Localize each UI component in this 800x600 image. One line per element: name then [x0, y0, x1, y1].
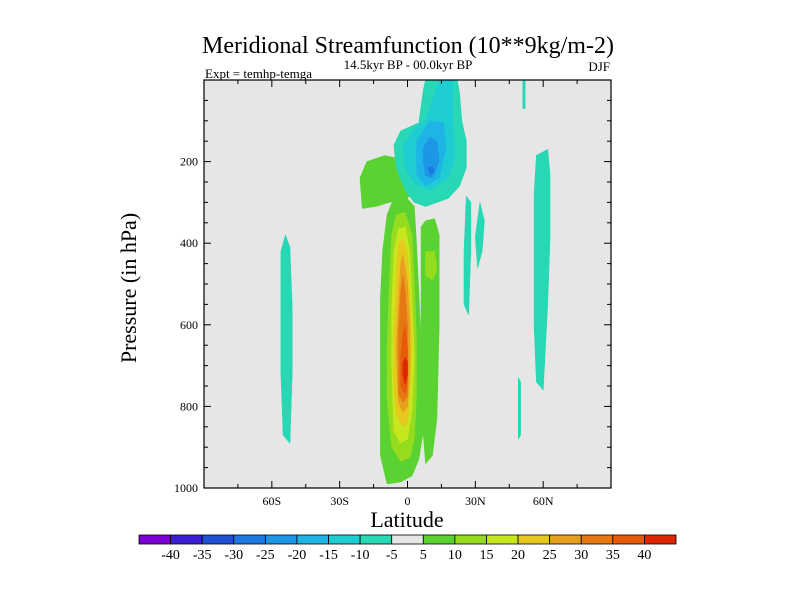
colorbar-label: 30	[574, 548, 588, 563]
colorbar-swatch	[328, 534, 361, 545]
colorbar-swatch	[391, 534, 424, 545]
colorbar-label: 40	[637, 548, 651, 563]
colorbar-label: -40	[161, 548, 180, 563]
colorbar-swatch	[296, 534, 329, 545]
colorbar-label: 20	[511, 548, 525, 563]
contour-region-14	[474, 202, 485, 269]
colorbar-label: -20	[288, 548, 307, 563]
y-tick-label: 600	[180, 318, 198, 332]
colorbar-swatch	[612, 534, 645, 545]
y-tick-label: 800	[180, 399, 198, 413]
contour-region-12	[280, 234, 293, 444]
contour-region-15	[533, 149, 551, 391]
season-label: DJF	[588, 59, 610, 74]
colorbar-label: 25	[543, 548, 557, 563]
contour-layer	[280, 79, 551, 485]
chart-title: Meridional Streamfunction (10**9kg/m-2)	[202, 33, 614, 59]
colorbar: -40 -35 -30 -25 -20 -15 -10 -5 5 10 15 20 25 30 35 40	[138, 534, 677, 563]
colorbar-label: 35	[606, 548, 620, 563]
contour-region-13	[463, 196, 472, 315]
colorbar-swatch	[454, 534, 487, 545]
colorbar-label: 5	[420, 548, 427, 563]
plot-area: 60S 30S 0 30N 60N 200 400 600 800 1000	[174, 79, 612, 508]
colorbar-label: -30	[224, 548, 243, 563]
experiment-label: Expt = temhp-temga	[205, 66, 312, 81]
colorbar-swatch	[138, 534, 171, 545]
colorbar-swatch	[422, 534, 456, 545]
colorbar-swatch	[644, 534, 677, 545]
y-tick-label: 400	[180, 236, 198, 250]
x-tick-label: 0	[405, 494, 411, 508]
colorbar-swatch	[359, 534, 393, 545]
tick-layer: 60S 30S 0 30N 60N 200 400 600 800 1000	[174, 79, 612, 508]
x-tick-label: 60N	[533, 494, 554, 508]
contour-region-16	[522, 79, 526, 109]
contour-region-10	[402, 357, 408, 385]
contour-region-2	[420, 218, 440, 464]
colorbar-label: 10	[448, 548, 462, 563]
x-tick-label: 30N	[465, 494, 486, 508]
colorbar-swatch	[517, 534, 551, 545]
y-axis-label: Pressure (in hPa)	[116, 213, 141, 363]
colorbar-label: 15	[479, 548, 493, 563]
y-tick-label: 200	[180, 155, 198, 169]
contour-region-4	[425, 251, 438, 281]
chart-subtitle: 14.5kyr BP - 00.0kyr BP	[344, 57, 473, 72]
colorbar-label: -10	[351, 548, 370, 563]
colorbar-swatch	[233, 534, 266, 545]
y-tick-label: 1000	[174, 481, 198, 495]
colorbar-label: -25	[256, 548, 275, 563]
colorbar-swatch	[264, 534, 298, 545]
colorbar-swatch	[580, 534, 614, 545]
colorbar-label: -15	[319, 548, 338, 563]
x-tick-label: 60S	[262, 494, 281, 508]
contour-region-20	[422, 136, 440, 179]
colorbar-label: -35	[193, 548, 212, 563]
colorbar-swatch	[201, 534, 235, 545]
colorbar-swatch	[549, 534, 582, 545]
x-axis-label: Latitude	[370, 507, 443, 532]
contour-region-21	[427, 166, 435, 175]
contour-region-17	[517, 377, 521, 440]
x-tick-label: 30S	[330, 494, 349, 508]
colorbar-swatch	[170, 534, 203, 545]
colorbar-swatch	[486, 534, 519, 545]
colorbar-label: -5	[386, 548, 398, 563]
